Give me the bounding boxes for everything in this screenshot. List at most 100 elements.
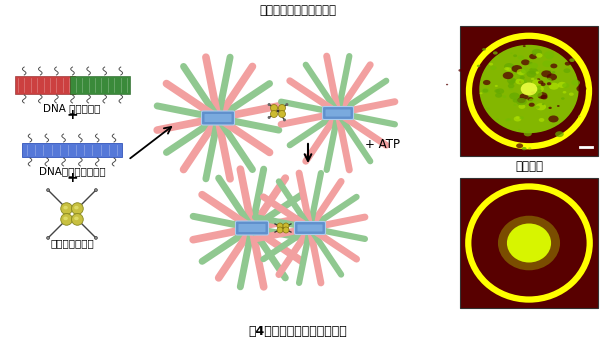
Ellipse shape — [514, 116, 521, 121]
Ellipse shape — [510, 93, 515, 97]
Ellipse shape — [527, 84, 536, 91]
FancyBboxPatch shape — [239, 224, 266, 232]
Ellipse shape — [516, 69, 526, 75]
Text: + ATP: + ATP — [365, 137, 400, 151]
Ellipse shape — [531, 91, 535, 94]
Ellipse shape — [283, 119, 286, 121]
Ellipse shape — [513, 99, 518, 103]
Ellipse shape — [498, 216, 560, 270]
Ellipse shape — [507, 224, 551, 262]
Ellipse shape — [515, 79, 524, 84]
Ellipse shape — [518, 71, 525, 76]
Ellipse shape — [538, 80, 544, 84]
Ellipse shape — [516, 116, 519, 119]
Ellipse shape — [535, 72, 539, 74]
Ellipse shape — [47, 236, 50, 239]
Ellipse shape — [506, 119, 510, 121]
Ellipse shape — [509, 87, 513, 90]
Ellipse shape — [531, 78, 535, 80]
Ellipse shape — [519, 80, 524, 83]
Ellipse shape — [480, 92, 483, 94]
FancyBboxPatch shape — [460, 26, 598, 156]
Text: 高次階層化アスター構造: 高次階層化アスター構造 — [260, 4, 336, 17]
Ellipse shape — [71, 214, 83, 225]
Ellipse shape — [528, 62, 533, 64]
Ellipse shape — [544, 51, 554, 58]
Ellipse shape — [495, 93, 502, 98]
Ellipse shape — [493, 51, 498, 54]
FancyBboxPatch shape — [323, 106, 353, 120]
Ellipse shape — [522, 147, 527, 150]
Ellipse shape — [530, 63, 538, 69]
FancyBboxPatch shape — [295, 221, 326, 235]
Ellipse shape — [541, 95, 547, 99]
Ellipse shape — [61, 214, 72, 225]
Ellipse shape — [527, 97, 533, 101]
Ellipse shape — [529, 86, 536, 91]
Ellipse shape — [530, 85, 533, 87]
Ellipse shape — [541, 83, 545, 86]
Ellipse shape — [482, 48, 486, 51]
Ellipse shape — [513, 68, 524, 75]
Ellipse shape — [496, 88, 504, 94]
Ellipse shape — [489, 63, 493, 66]
Ellipse shape — [542, 61, 552, 67]
Ellipse shape — [481, 88, 490, 93]
Ellipse shape — [61, 203, 72, 214]
Ellipse shape — [446, 84, 448, 85]
Ellipse shape — [569, 93, 574, 96]
Ellipse shape — [509, 81, 514, 85]
FancyBboxPatch shape — [460, 178, 598, 308]
FancyBboxPatch shape — [326, 110, 350, 116]
Ellipse shape — [268, 103, 271, 106]
FancyBboxPatch shape — [15, 76, 75, 94]
Ellipse shape — [536, 53, 542, 58]
FancyBboxPatch shape — [236, 221, 269, 235]
Ellipse shape — [564, 68, 570, 73]
Ellipse shape — [518, 55, 524, 59]
Ellipse shape — [271, 110, 277, 117]
Ellipse shape — [547, 82, 551, 85]
Ellipse shape — [47, 189, 50, 192]
Ellipse shape — [528, 83, 533, 86]
Ellipse shape — [278, 110, 286, 117]
Ellipse shape — [548, 115, 559, 122]
Ellipse shape — [480, 45, 579, 133]
Ellipse shape — [554, 33, 559, 36]
Ellipse shape — [533, 85, 541, 90]
Ellipse shape — [510, 52, 513, 54]
Ellipse shape — [63, 216, 68, 220]
Ellipse shape — [278, 105, 286, 111]
Ellipse shape — [268, 116, 271, 119]
Ellipse shape — [521, 59, 530, 65]
Ellipse shape — [503, 95, 507, 98]
Ellipse shape — [63, 206, 68, 209]
Ellipse shape — [521, 68, 530, 74]
Ellipse shape — [94, 236, 97, 239]
Text: 围4　分子人工筋肉の概略围: 围4 分子人工筋肉の概略围 — [249, 325, 347, 338]
FancyBboxPatch shape — [22, 143, 122, 157]
Text: +: + — [66, 108, 78, 122]
Ellipse shape — [504, 67, 509, 70]
Ellipse shape — [513, 104, 516, 106]
Ellipse shape — [527, 85, 536, 92]
Ellipse shape — [548, 107, 552, 109]
Ellipse shape — [519, 94, 528, 100]
Ellipse shape — [74, 206, 79, 209]
Ellipse shape — [513, 54, 517, 57]
Ellipse shape — [495, 85, 498, 87]
Ellipse shape — [533, 91, 542, 97]
Ellipse shape — [483, 89, 488, 93]
Ellipse shape — [557, 105, 560, 107]
Ellipse shape — [516, 143, 523, 148]
Ellipse shape — [555, 131, 564, 137]
Text: キネシン四量体: キネシン四量体 — [50, 238, 94, 248]
Ellipse shape — [561, 97, 565, 100]
Ellipse shape — [523, 45, 525, 47]
Ellipse shape — [509, 93, 519, 100]
Text: +: + — [66, 171, 78, 185]
Ellipse shape — [538, 89, 542, 92]
Ellipse shape — [283, 227, 289, 233]
Ellipse shape — [529, 54, 537, 59]
Ellipse shape — [538, 92, 547, 99]
